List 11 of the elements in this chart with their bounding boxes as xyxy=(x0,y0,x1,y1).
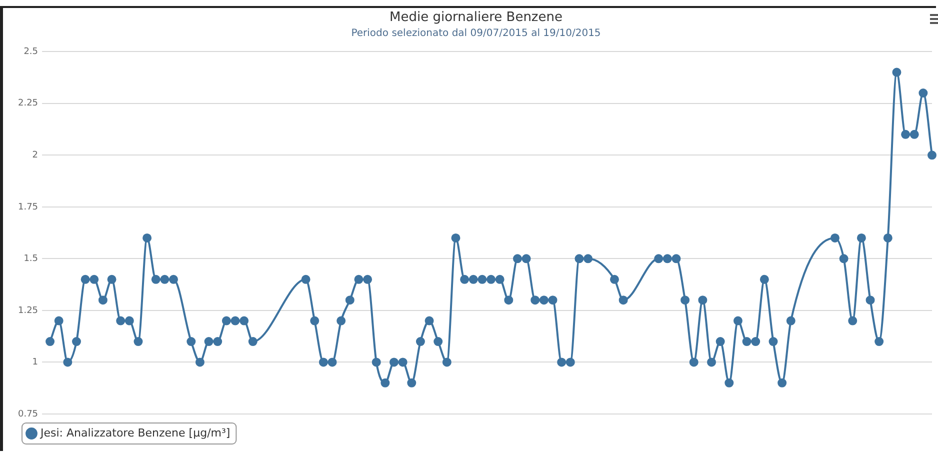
chart-subtitle: Periodo selezionato dal 09/07/2015 al 19/10/2015 xyxy=(351,28,601,40)
y-tick-label: 1 xyxy=(32,358,38,368)
chart-title: Medie giornaliere Benzene xyxy=(390,10,562,26)
y-tick-label: 1.25 xyxy=(18,306,38,316)
y-tick-label: 2.5 xyxy=(24,46,38,57)
y-tick-label: 1.5 xyxy=(24,254,38,264)
y-tick-label: 1.75 xyxy=(18,202,38,212)
y-tick-label: 2 xyxy=(32,150,38,160)
legend-label: Jesi: Analizzatore Benzene [µg/m³] xyxy=(40,426,230,440)
y-tick-label: 2.25 xyxy=(18,98,38,109)
y-tick-label: 0.75 xyxy=(18,409,38,420)
